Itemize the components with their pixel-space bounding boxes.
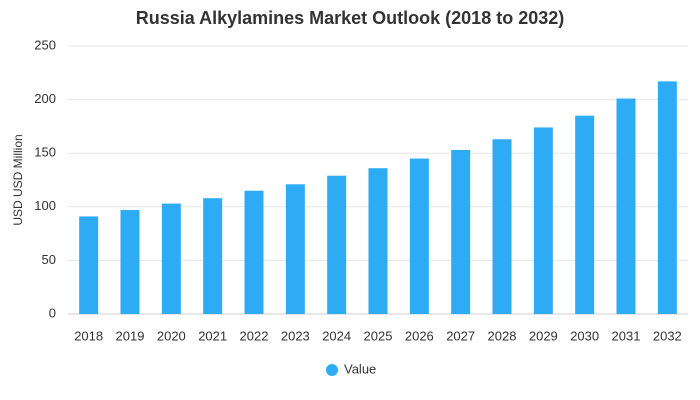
x-tick-label: 2022 (240, 328, 269, 343)
x-tick-label: 2029 (529, 328, 558, 343)
y-tick-label: 50 (42, 252, 56, 267)
bar (120, 210, 140, 314)
x-tick-label: 2031 (612, 328, 641, 343)
x-tick-label: 2023 (281, 328, 310, 343)
x-tick-label: 2024 (322, 328, 351, 343)
bar (203, 198, 223, 314)
bar (657, 81, 677, 314)
y-axis-label: USD USD Million (11, 134, 25, 225)
y-tick-label: 0 (49, 305, 56, 320)
bar (575, 115, 595, 315)
chart-title: Russia Alkylamines Market Outlook (2018 … (136, 8, 565, 28)
legend-marker (326, 364, 338, 376)
x-tick-label: 2032 (653, 328, 682, 343)
y-tick-label: 100 (34, 198, 56, 213)
bar (79, 216, 99, 314)
x-tick-label: 2030 (570, 328, 599, 343)
bar (616, 98, 636, 314)
bar (285, 184, 305, 314)
bar (533, 127, 553, 314)
bar (409, 158, 429, 314)
y-tick-label: 250 (34, 37, 56, 52)
bar (368, 168, 388, 314)
y-tick-label: 200 (34, 91, 56, 106)
legend-label: Value (344, 361, 376, 376)
x-tick-label: 2028 (488, 328, 517, 343)
bar (327, 175, 347, 314)
x-tick-label: 2020 (157, 328, 186, 343)
bar (244, 190, 264, 314)
y-tick-label: 150 (34, 145, 56, 160)
x-tick-label: 2018 (74, 328, 103, 343)
x-tick-label: 2026 (405, 328, 434, 343)
x-tick-label: 2025 (364, 328, 393, 343)
bar (451, 149, 471, 314)
x-tick-label: 2027 (446, 328, 475, 343)
x-tick-label: 2021 (198, 328, 227, 343)
bar (492, 139, 512, 314)
bar (161, 203, 181, 314)
x-tick-label: 2019 (116, 328, 145, 343)
